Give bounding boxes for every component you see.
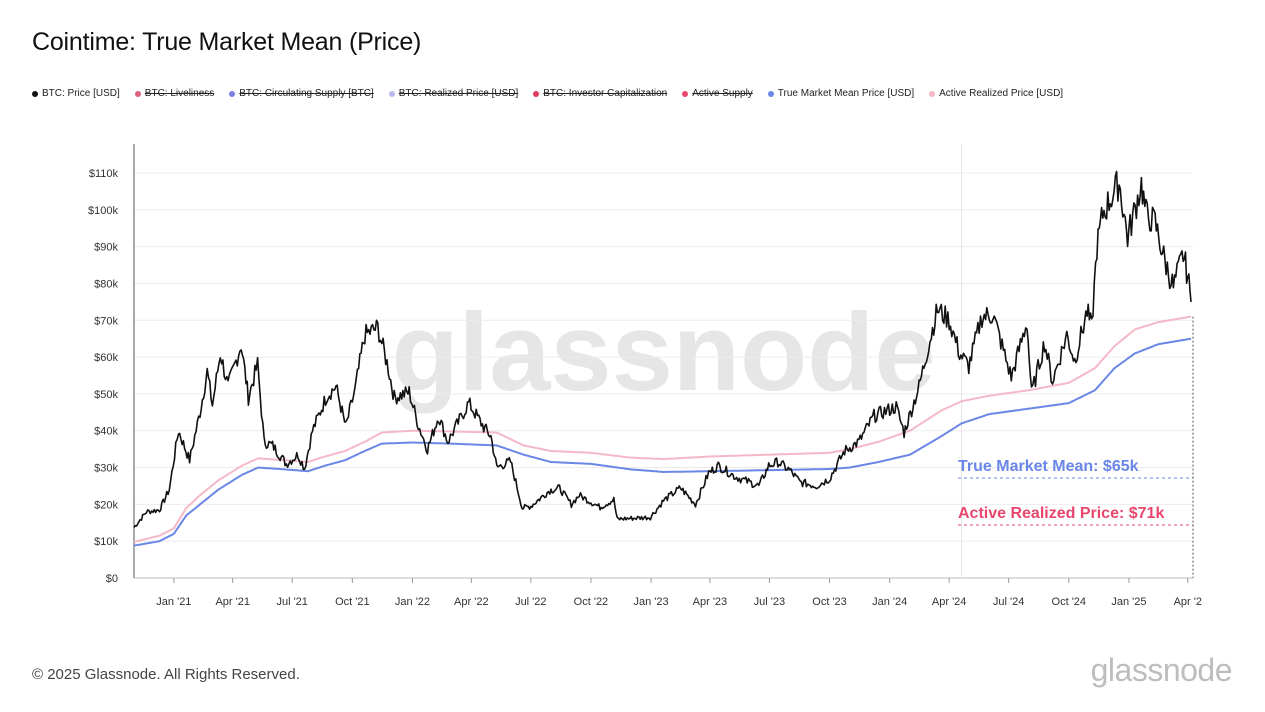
chart-title: Cointime: True Market Mean (Price) bbox=[32, 28, 422, 56]
y-tick-label: $10k bbox=[94, 536, 118, 548]
y-tick-label: $20k bbox=[94, 499, 118, 511]
y-tick-label: $30k bbox=[94, 463, 118, 475]
legend-swatch bbox=[229, 90, 236, 97]
legend-label: BTC: Circulating Supply [BTC] bbox=[239, 88, 374, 99]
x-tick-label: Apr '23 bbox=[693, 596, 728, 608]
legend-item[interactable]: Active Realized Price [USD] bbox=[929, 88, 1063, 99]
legend-label: Active Supply bbox=[692, 88, 753, 99]
y-tick-label: $70k bbox=[94, 315, 118, 327]
legend-label: Active Realized Price [USD] bbox=[939, 88, 1064, 99]
legend-swatch bbox=[388, 90, 395, 97]
legend-label: BTC: Price [USD] bbox=[42, 88, 120, 99]
footer-copyright: © 2025 Glassnode. All Rights Reserved. bbox=[32, 666, 300, 683]
y-tick-label: $60k bbox=[94, 352, 118, 364]
legend: BTC: Price [USD] BTC: Liveliness BTC: Circ… bbox=[32, 88, 1063, 99]
annotation-label: Active Realized Price: $71k bbox=[958, 505, 1164, 522]
true-market-mean-line bbox=[133, 337, 1192, 547]
legend-swatch bbox=[767, 90, 774, 97]
legend-item[interactable]: BTC: Realized Price [USD] bbox=[388, 88, 519, 99]
legend-item[interactable]: BTC: Circulating Supply [BTC] bbox=[229, 88, 374, 99]
x-tick-label: Jul '23 bbox=[754, 596, 785, 608]
x-tick-label: Jan '21 bbox=[156, 596, 191, 608]
y-tick-label: $100k bbox=[88, 205, 118, 217]
y-tick-label: $50k bbox=[94, 389, 118, 401]
x-tick-label: Jul '21 bbox=[276, 596, 307, 608]
x-tick-label: Oct '24 bbox=[1052, 596, 1087, 608]
btc-price-line bbox=[133, 170, 1192, 529]
x-tick-label: Jan '22 bbox=[395, 596, 430, 608]
legend-item[interactable]: BTC: Liveliness bbox=[134, 88, 215, 99]
legend-label: True Market Mean Price [USD] bbox=[777, 88, 915, 99]
y-tick-label: $0 bbox=[106, 573, 118, 585]
x-tick-label: Oct '21 bbox=[335, 596, 370, 608]
footer-logo: glassnode bbox=[1090, 652, 1233, 688]
legend-swatch bbox=[32, 90, 38, 97]
x-tick-label: Oct '22 bbox=[574, 596, 609, 608]
watermark: glassnode bbox=[391, 291, 935, 414]
legend-swatch bbox=[929, 90, 936, 97]
x-tick-label: Oct '23 bbox=[812, 596, 847, 608]
x-tick-label: Jul '24 bbox=[993, 596, 1024, 608]
x-tick-label: Apr '2 bbox=[1174, 596, 1202, 608]
legend-swatch bbox=[533, 90, 540, 97]
x-tick-label: Apr '22 bbox=[454, 596, 489, 608]
x-tick-label: Apr '24 bbox=[932, 596, 967, 608]
x-tick-label: Jan '24 bbox=[872, 596, 907, 608]
x-tick-label: Jul '22 bbox=[515, 596, 546, 608]
legend-item[interactable]: BTC: Investor Capitalization bbox=[533, 88, 667, 99]
x-tick-label: Jan '25 bbox=[1111, 596, 1146, 608]
x-tick-label: Jan '23 bbox=[634, 596, 669, 608]
legend-item[interactable]: True Market Mean Price [USD] bbox=[767, 88, 915, 99]
y-tick-label: $110k bbox=[89, 168, 119, 180]
legend-label: BTC: Realized Price [USD] bbox=[398, 88, 519, 99]
active-realized-price-line bbox=[133, 315, 1192, 543]
y-tick-label: $80k bbox=[94, 278, 118, 290]
y-tick-label: $40k bbox=[94, 426, 118, 438]
annotation-label: True Market Mean: $65k bbox=[958, 458, 1139, 475]
y-tick-label: $90k bbox=[94, 242, 118, 254]
legend-swatch bbox=[134, 90, 141, 97]
legend-item[interactable]: BTC: Price [USD] bbox=[32, 88, 120, 99]
legend-item[interactable]: Active Supply bbox=[682, 88, 753, 99]
x-tick-label: Apr '21 bbox=[215, 596, 250, 608]
legend-label: BTC: Liveliness bbox=[144, 88, 215, 99]
legend-label: BTC: Investor Capitalization bbox=[543, 88, 668, 99]
legend-swatch bbox=[682, 90, 689, 97]
